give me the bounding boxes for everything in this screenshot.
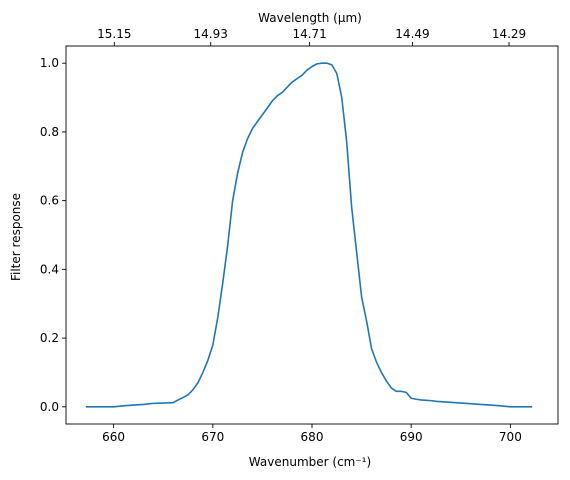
x-tick-label: 660 <box>102 430 125 444</box>
top-axis-label: Wavelength (μm) <box>258 11 362 25</box>
y-tick-label: 1.0 <box>40 56 59 70</box>
y-tick-label: 0.0 <box>40 400 59 414</box>
x-tick-label: 670 <box>201 430 224 444</box>
x-tick-label: 680 <box>301 430 324 444</box>
top-tick-label: 14.29 <box>492 27 526 41</box>
x-tick-label: 700 <box>499 430 522 444</box>
plot-frame <box>65 45 559 425</box>
y-tick-label: 0.4 <box>40 262 59 276</box>
top-tick-label: 14.71 <box>292 27 326 41</box>
top-tick-label: 15.15 <box>97 27 131 41</box>
y-axis-label: Filter response <box>9 193 23 281</box>
data-line <box>85 62 533 408</box>
top-tick-label: 14.49 <box>395 27 429 41</box>
y-tick-label: 0.6 <box>40 194 59 208</box>
y-tick-label: 0.2 <box>40 331 59 345</box>
y-tick-label: 0.8 <box>40 125 59 139</box>
top-tick-label: 14.93 <box>194 27 228 41</box>
x-tick-label: 690 <box>400 430 423 444</box>
x-axis-label: Wavenumber (cm⁻¹) <box>249 455 371 469</box>
